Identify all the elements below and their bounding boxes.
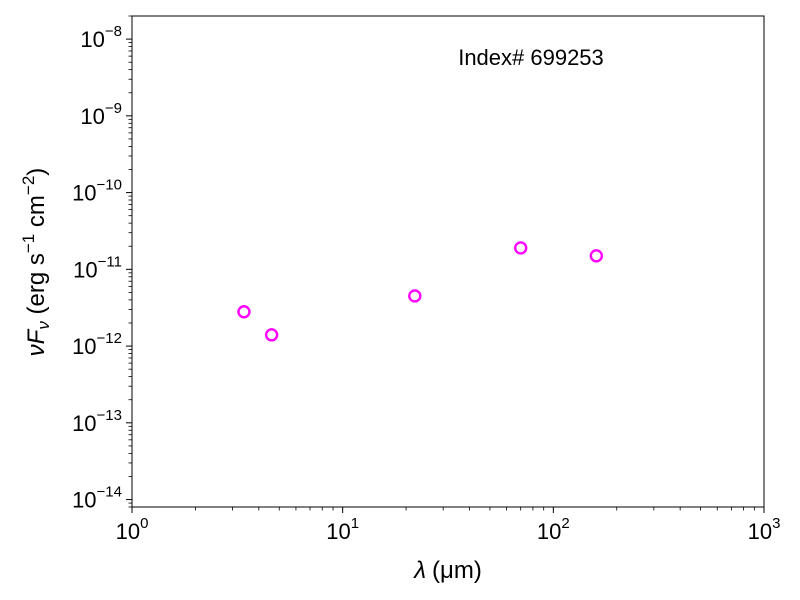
- x-tick-exp: 0: [140, 515, 148, 532]
- y-tick-label: 10−14: [72, 484, 122, 513]
- y-axis-exp1: −1: [19, 234, 38, 253]
- data-point: [237, 305, 251, 319]
- y-axis-main: νF: [23, 328, 50, 356]
- y-tick-label: 10−10: [72, 177, 122, 206]
- x-tick-labels: 100 101 102 103: [116, 515, 781, 544]
- y-tick-exp: −8: [105, 23, 122, 40]
- y-tick-base: 10: [72, 181, 96, 206]
- x-tick-label: 100: [116, 515, 149, 544]
- y-axis-unit-close: ): [23, 168, 50, 176]
- major-ticks: [126, 38, 765, 513]
- y-tick-base: 10: [80, 104, 104, 129]
- plot-frame: [131, 15, 765, 508]
- x-tick-base: 10: [748, 519, 772, 544]
- y-tick-label: 10−8: [80, 23, 122, 52]
- data-point: [408, 289, 422, 303]
- y-tick-label: 10−11: [73, 253, 122, 282]
- y-axis-sub: ν: [34, 321, 53, 330]
- x-tick-label: 101: [326, 515, 359, 544]
- x-tick-base: 10: [116, 519, 140, 544]
- data-point: [589, 249, 604, 263]
- x-axis-label: λ (μm): [412, 557, 482, 584]
- y-tick-label: 10−12: [72, 330, 122, 359]
- data-point: [264, 328, 279, 342]
- y-axis-unit-open: (erg s: [23, 253, 50, 321]
- x-tick-base: 10: [537, 519, 561, 544]
- y-tick-base: 10: [72, 334, 96, 359]
- y-tick-base: 10: [72, 411, 96, 436]
- y-tick-base: 10: [80, 27, 104, 52]
- x-axis-unit: (μm): [432, 557, 482, 584]
- index-annotation: Index# 699253: [458, 45, 604, 70]
- y-tick-exp: −11: [98, 253, 122, 270]
- x-tick-base: 10: [326, 519, 350, 544]
- y-tick-exp: −13: [97, 407, 122, 424]
- y-tick-exp: −9: [105, 100, 122, 117]
- y-tick-base: 10: [72, 488, 96, 513]
- y-axis-exp2: −2: [19, 176, 38, 195]
- y-tick-label: 10−9: [80, 100, 122, 129]
- y-axis-unit-mid: cm: [23, 195, 50, 234]
- y-tick-exp: −12: [97, 330, 122, 347]
- y-tick-label: 10−13: [72, 407, 122, 436]
- x-tick-exp: 2: [561, 515, 569, 532]
- minor-ticks: [128, 15, 755, 511]
- x-axis-symbol: λ: [412, 557, 426, 584]
- data-points: [237, 241, 604, 342]
- y-axis-label: νFν (erg s−1 cm−2): [19, 168, 53, 357]
- x-tick-label: 102: [537, 515, 570, 544]
- data-point: [514, 241, 528, 255]
- x-tick-exp: 3: [772, 515, 780, 532]
- x-tick-exp: 1: [351, 515, 359, 532]
- y-tick-exp: −10: [97, 177, 122, 194]
- y-tick-exp: −14: [97, 484, 122, 501]
- x-tick-label: 103: [748, 515, 781, 544]
- y-tick-base: 10: [73, 257, 97, 282]
